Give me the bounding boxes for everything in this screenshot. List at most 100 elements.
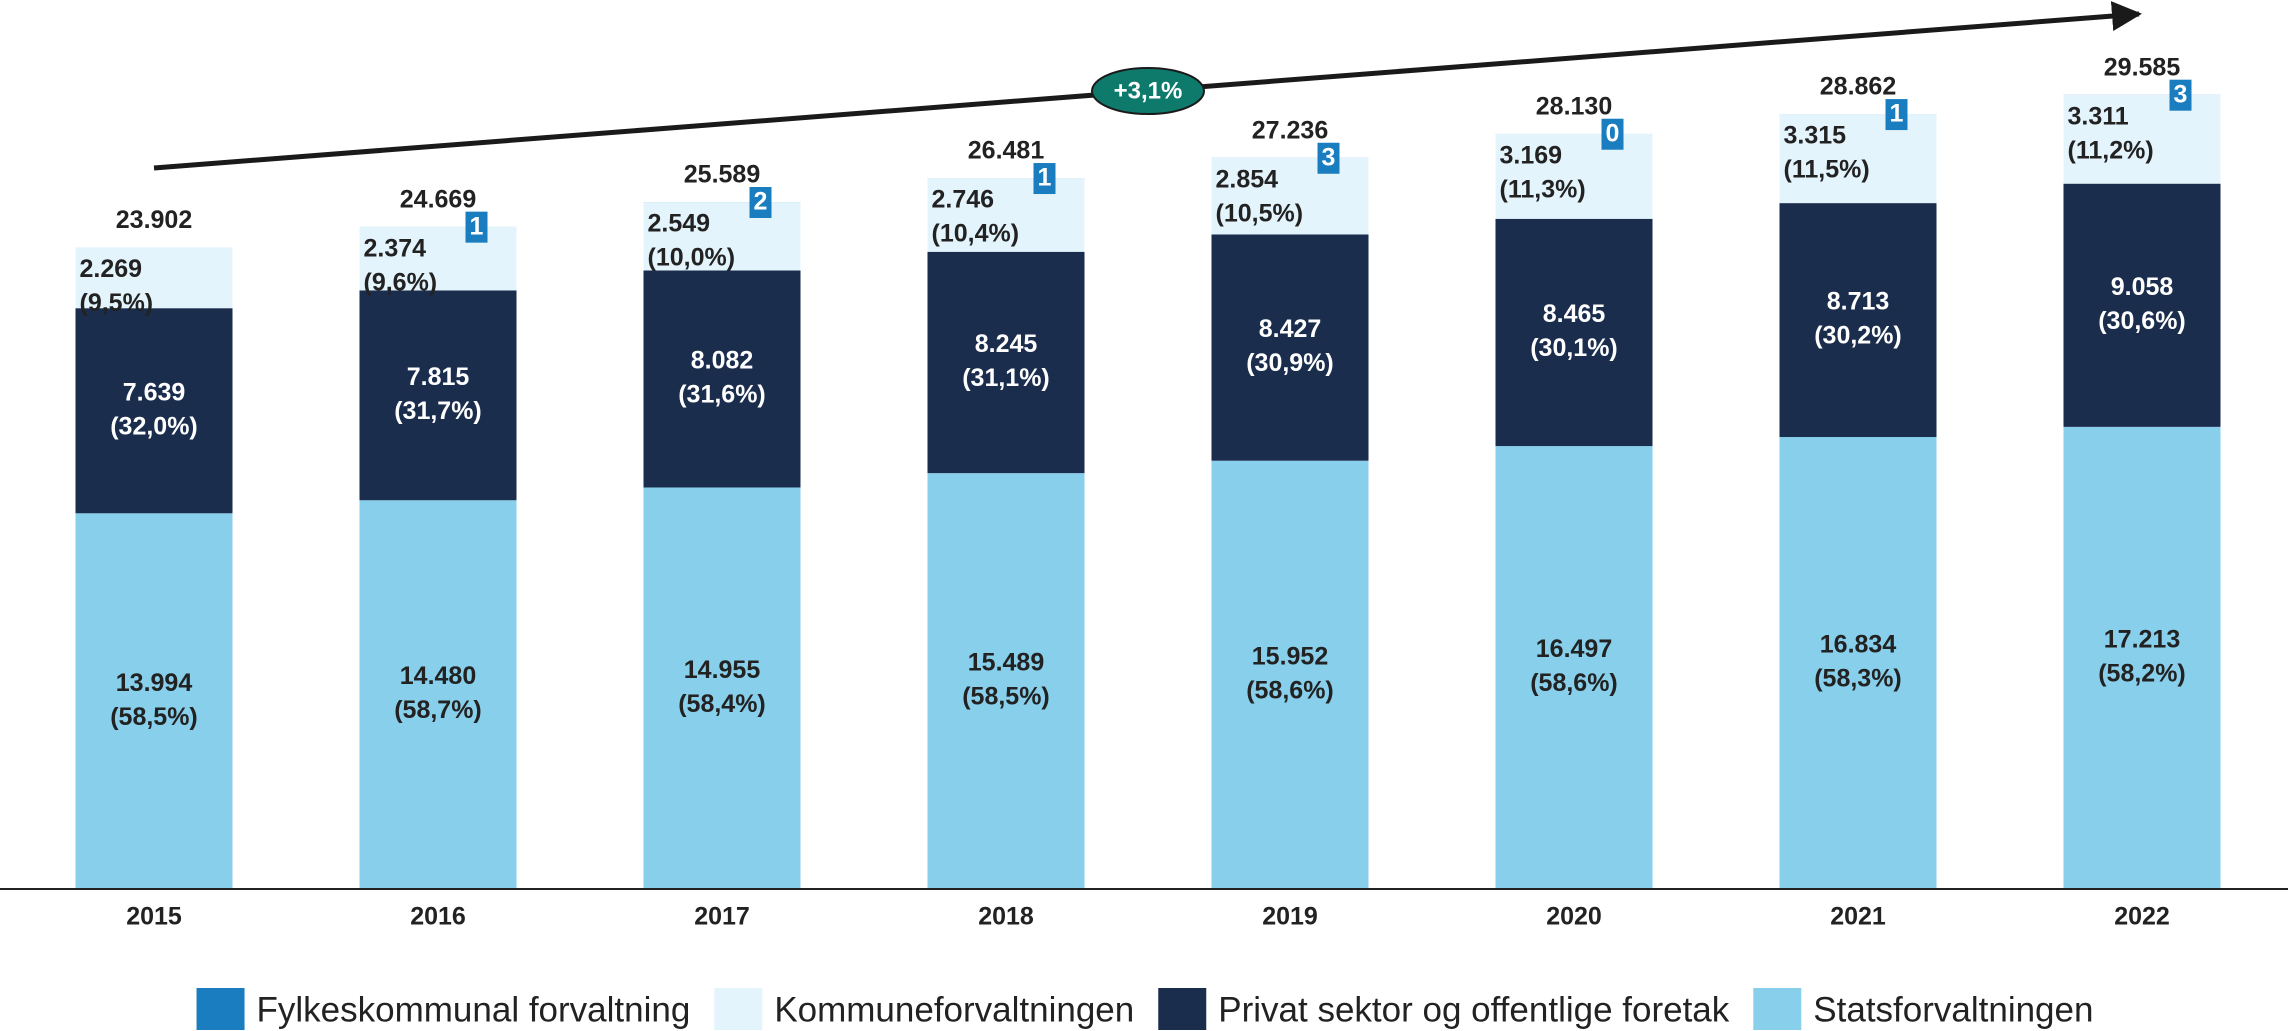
value-label: 2.374	[364, 234, 427, 262]
share-label: (10,5%)	[1216, 199, 1304, 227]
value-label: 2	[754, 188, 768, 216]
value-label: 8.245	[975, 330, 1038, 358]
share-label: (10,4%)	[932, 220, 1020, 248]
value-label: 16.497	[1536, 635, 1612, 663]
value-badge	[1033, 163, 1056, 195]
share-label: (10,0%)	[648, 244, 736, 272]
x-tick-label: 2015	[126, 903, 182, 931]
value-label: 1	[1890, 100, 1904, 128]
value-label: 3.315	[1784, 122, 1847, 150]
share-label: (11,2%)	[2068, 136, 2154, 164]
share-label: (31,7%)	[394, 397, 482, 425]
value-label: 13.994	[116, 669, 193, 697]
legend-label: Kommuneforvaltningen	[774, 990, 1134, 1029]
share-label: (58,5%)	[962, 683, 1050, 711]
bar-segment	[2063, 183, 2221, 427]
total-label: 24.669	[400, 185, 476, 213]
value-label: 8.465	[1543, 300, 1606, 328]
value-label: 16.834	[1820, 631, 1897, 659]
x-tick-label: 2019	[1262, 903, 1318, 931]
legend-label: Statsforvaltningen	[1813, 990, 2093, 1029]
bar-segment	[359, 226, 517, 291]
value-label: 14.480	[400, 662, 476, 690]
total-label: 27.236	[1252, 116, 1328, 144]
bar-segment	[927, 251, 1085, 474]
value-label: 15.489	[968, 649, 1044, 677]
share-label: (58,4%)	[678, 690, 766, 718]
bar-segment	[643, 202, 801, 271]
value-badge	[2169, 79, 2192, 111]
bar-segment	[1211, 460, 1369, 889]
value-label: 17.213	[2104, 626, 2180, 654]
legend-swatch	[1158, 988, 1207, 1030]
value-label: 2.549	[648, 210, 711, 238]
value-label: 1	[1038, 164, 1052, 192]
x-tick-label: 2016	[410, 903, 466, 931]
value-label: 15.952	[1252, 642, 1328, 670]
bar-segment	[1779, 437, 1937, 889]
bar-segment	[643, 487, 801, 889]
share-label: (58,6%)	[1246, 676, 1334, 704]
total-label: 28.130	[1536, 92, 1612, 120]
value-label: 3	[1322, 143, 1336, 171]
bar-segment	[643, 270, 801, 488]
legend-swatch	[1753, 988, 1802, 1030]
share-label: (30,2%)	[1814, 322, 1902, 350]
total-label: 23.902	[116, 206, 192, 234]
annotation: +3,1%	[1114, 77, 1183, 104]
bar-segment	[927, 473, 1085, 889]
bar-segment	[1211, 157, 1369, 235]
x-tick-label: 2022	[2114, 903, 2170, 931]
bar-segment	[1495, 218, 1653, 447]
value-badge	[749, 187, 772, 219]
bar-segment	[1779, 203, 1937, 438]
value-label: 7.815	[407, 363, 470, 391]
total-label: 26.481	[968, 137, 1045, 165]
value-label: 0	[1606, 119, 1620, 147]
total-label: 28.862	[1820, 73, 1896, 101]
value-label: 7.639	[123, 378, 186, 406]
value-label: 1	[470, 212, 484, 240]
bar-segment	[75, 513, 233, 889]
value-badge	[1885, 99, 1908, 131]
legend-label: Privat sektor og offentlige foretak	[1218, 990, 1730, 1029]
bar-segment	[359, 500, 517, 889]
legend-swatch	[196, 988, 245, 1030]
x-tick-label: 2020	[1546, 903, 1602, 931]
share-label: (58,3%)	[1814, 665, 1902, 693]
value-label: 8.082	[691, 347, 754, 375]
value-label: 2.269	[80, 255, 143, 283]
share-label: (11,3%)	[1500, 175, 1586, 203]
bar-segment	[927, 178, 1085, 252]
share-label: (30,1%)	[1530, 334, 1618, 362]
share-label: (31,6%)	[678, 381, 766, 409]
value-label: 14.955	[684, 656, 761, 684]
annotation-badge	[1091, 67, 1205, 115]
x-tick-label: 2021	[1830, 903, 1886, 931]
value-badge	[1601, 118, 1624, 150]
bar-segment	[75, 308, 233, 514]
share-label: (58,6%)	[1530, 669, 1618, 697]
share-label: (30,9%)	[1246, 349, 1334, 377]
share-label: (9,6%)	[364, 268, 438, 296]
total-label: 29.585	[2104, 53, 2181, 81]
x-tick-label: 2017	[694, 903, 750, 931]
value-label: 2.746	[932, 186, 995, 214]
bar-segment	[359, 290, 517, 501]
total-label: 25.589	[684, 161, 760, 189]
share-label: (9,5%)	[80, 289, 154, 317]
bar-segment	[1495, 133, 1653, 219]
share-label: (58,2%)	[2098, 660, 2186, 688]
bar-segment	[2063, 426, 2221, 889]
bar-segment	[75, 247, 233, 309]
share-label: (58,5%)	[110, 703, 198, 731]
value-label: 8.427	[1259, 315, 1322, 343]
share-label: (11,5%)	[1784, 156, 1870, 184]
share-label: (58,7%)	[394, 696, 482, 724]
bar-segment	[1779, 114, 1937, 204]
value-badge	[1317, 142, 1340, 174]
share-label: (31,1%)	[962, 364, 1050, 392]
share-label: (30,6%)	[2098, 307, 2186, 335]
share-label: (32,0%)	[110, 412, 198, 440]
